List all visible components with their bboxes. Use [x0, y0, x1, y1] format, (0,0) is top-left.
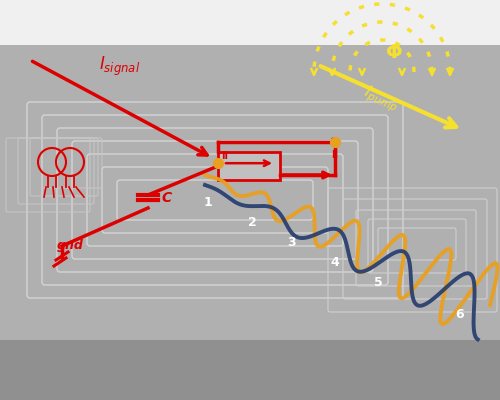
Text: C: C	[161, 190, 171, 204]
Text: gnd: gnd	[57, 239, 84, 252]
Text: Φ: Φ	[386, 42, 402, 62]
FancyBboxPatch shape	[0, 45, 500, 340]
Text: $\mathit{I}_{pump}$: $\mathit{I}_{pump}$	[360, 82, 402, 116]
FancyBboxPatch shape	[0, 0, 500, 45]
Text: II: II	[221, 151, 228, 161]
Text: 2: 2	[248, 216, 256, 228]
Text: 3: 3	[288, 236, 296, 248]
FancyBboxPatch shape	[218, 152, 280, 180]
Text: 5: 5	[374, 276, 382, 288]
Text: 1: 1	[204, 196, 212, 208]
Text: $\mathit{I}_{signal}$: $\mathit{I}_{signal}$	[100, 55, 140, 78]
Text: II: II	[332, 150, 338, 160]
Text: 4: 4	[330, 256, 340, 268]
Text: 6: 6	[456, 308, 464, 322]
FancyBboxPatch shape	[0, 340, 500, 400]
